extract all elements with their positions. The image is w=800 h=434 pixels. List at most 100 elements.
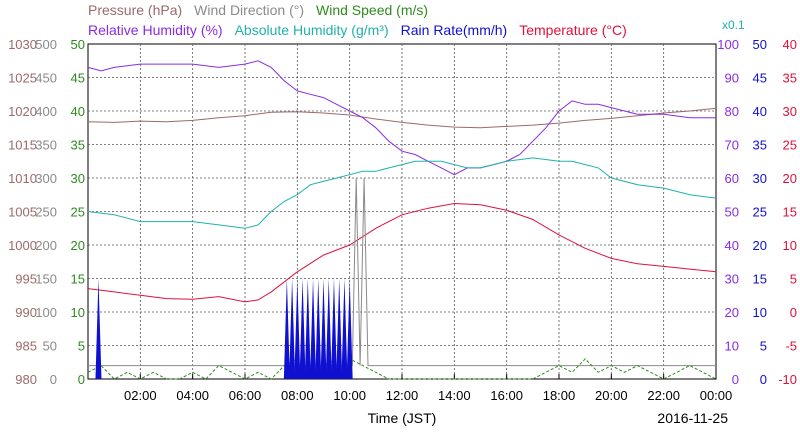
tick-rh: 90 [725, 71, 739, 86]
tick-temp: 20 [783, 171, 797, 186]
grid-lines [88, 44, 716, 379]
tick-rh: 50 [725, 205, 739, 220]
tick-pressure: 1030 [8, 37, 37, 52]
tick-rh: 30 [725, 272, 739, 287]
tick-wind_speed: 30 [71, 171, 85, 186]
tick-pressure: 1000 [8, 238, 37, 253]
tick-wind_dir: 400 [35, 104, 57, 119]
x-axis: 02:00 04:00 06:00 08:00 10:00 12:00 14:00 16:00… [124, 374, 732, 403]
tick-rh: 10 [725, 339, 739, 354]
rain-bar [289, 278, 296, 379]
rain-bar [95, 278, 102, 379]
tick-temp: 0 [790, 305, 797, 320]
tick-wind_speed: 35 [71, 138, 85, 153]
x-tick-label: 18:00 [543, 388, 576, 403]
tick-pressure: 1015 [8, 138, 37, 153]
tick-rh: 80 [725, 104, 739, 119]
tick-wind_speed: 5 [78, 339, 85, 354]
x-tick-label: 14:00 [438, 388, 471, 403]
x-tick-label: 22:00 [647, 388, 680, 403]
tick-rain: 45 [753, 71, 767, 86]
tick-wind_dir: 300 [35, 171, 57, 186]
tick-rain: 20 [753, 238, 767, 253]
tick-rain: 35 [753, 138, 767, 153]
series-temp [87, 202, 717, 303]
tick-pressure: 980 [15, 372, 37, 387]
rain-bar [294, 278, 301, 379]
tick-wind_speed: 45 [71, 71, 85, 86]
legend-row-2: Relative Humidity (%) Absolute Humidity (… [88, 22, 627, 38]
tick-wind_dir: 350 [35, 138, 57, 153]
rain-bar [283, 278, 290, 379]
right-axes: 0102030405060708090100051015202530354045… [717, 37, 797, 387]
series-rh [87, 60, 716, 176]
rain-bar [299, 278, 306, 379]
tick-wind_dir: 100 [35, 305, 57, 320]
left-axes: 9809859909951000100510101015102010251030… [8, 37, 85, 387]
legend-wind_speed: Wind Speed (m/s) [316, 2, 428, 18]
tick-wind_speed: 0 [78, 372, 85, 387]
tick-wind_dir: 150 [35, 272, 57, 287]
legend-wind_dir: Wind Direction (°) [194, 2, 304, 18]
x-tick-label: 10:00 [333, 388, 366, 403]
series-wind_dir [88, 177, 716, 367]
tick-rh: 20 [725, 305, 739, 320]
x-axis-label: Time (JST) [368, 410, 437, 426]
chart-date: 2016-11-25 [657, 410, 728, 426]
tick-wind_speed: 20 [71, 238, 85, 253]
tick-temp: 30 [783, 104, 797, 119]
tick-pressure: 1020 [8, 104, 37, 119]
tick-temp: 25 [783, 138, 797, 153]
tick-rain: 5 [760, 339, 767, 354]
tick-temp: -10 [778, 372, 797, 387]
x-tick-label: 12:00 [386, 388, 419, 403]
legend-ah: Absolute Humidity (g/m³) [235, 22, 389, 38]
tick-wind_speed: 10 [71, 305, 85, 320]
tick-rain: 40 [753, 104, 767, 119]
tick-rain: 0 [760, 372, 767, 387]
rain-bar [320, 278, 327, 379]
x-tick-label: 02:00 [124, 388, 157, 403]
rain-bar [330, 278, 337, 379]
tick-pressure: 990 [15, 305, 37, 320]
series-pressure [87, 107, 717, 129]
tick-wind_dir: 250 [35, 205, 57, 220]
tick-rain: 15 [753, 272, 767, 287]
tick-wind_speed: 50 [71, 37, 85, 52]
tick-rain: 30 [753, 171, 767, 186]
tick-wind_speed: 25 [71, 205, 85, 220]
x-tick-label: 06:00 [229, 388, 262, 403]
x-tick-label: 08:00 [281, 388, 314, 403]
tick-temp: 35 [783, 71, 797, 86]
legend-temp: Temperature (°C) [519, 22, 627, 38]
rain-bar [325, 278, 332, 379]
tick-wind_dir: 50 [43, 339, 57, 354]
tick-pressure: 1025 [8, 71, 37, 86]
tick-wind_dir: 500 [35, 37, 57, 52]
tick-temp: 5 [790, 272, 797, 287]
tick-rh: 0 [732, 372, 739, 387]
tick-pressure: 1005 [8, 205, 37, 220]
tick-temp: 10 [783, 238, 797, 253]
tick-rh: 60 [725, 171, 739, 186]
rain-bar [341, 278, 348, 379]
legend-row-1: Pressure (hPa) Wind Direction (°) Wind Spe… [88, 2, 428, 18]
rain-bar [310, 278, 317, 379]
tick-temp: -5 [785, 339, 797, 354]
tick-wind_speed: 15 [71, 272, 85, 287]
scale-note: x0.1 [722, 18, 745, 32]
tick-rain: 10 [753, 305, 767, 320]
tick-wind_dir: 450 [35, 71, 57, 86]
tick-rh: 100 [717, 37, 739, 52]
tick-pressure: 995 [15, 272, 37, 287]
x-tick-label: 16:00 [490, 388, 523, 403]
tick-rh: 40 [725, 238, 739, 253]
x-tick-label: 20:00 [595, 388, 628, 403]
tick-temp: 15 [783, 205, 797, 220]
tick-wind_dir: 0 [50, 372, 57, 387]
rain-bar [346, 278, 353, 379]
tick-pressure: 1010 [8, 171, 37, 186]
series-ah [87, 157, 717, 229]
legend-pressure: Pressure (hPa) [88, 2, 182, 18]
